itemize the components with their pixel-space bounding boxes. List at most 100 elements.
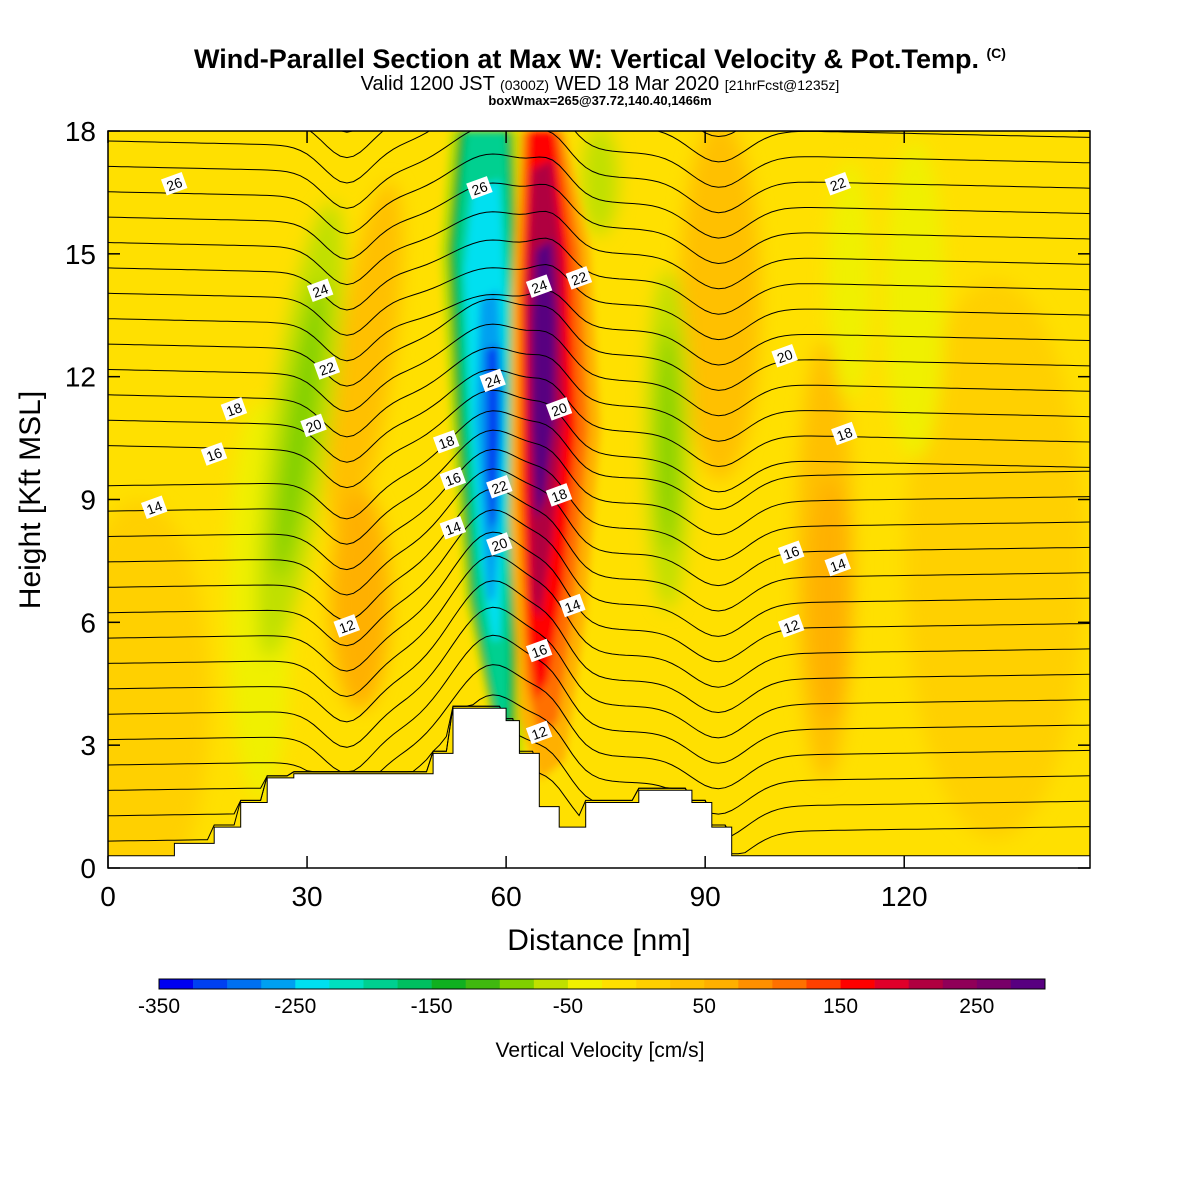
colorbar-swatch bbox=[193, 979, 228, 989]
colorbar-swatch bbox=[397, 979, 432, 989]
contour-label: 18 bbox=[220, 397, 248, 421]
contour-label-box bbox=[479, 368, 506, 393]
contour-label: 24 bbox=[306, 278, 334, 302]
colorbar-tick-label: 50 bbox=[693, 995, 716, 1018]
valid-date: WED 18 Mar 2020 bbox=[554, 73, 720, 95]
isentrope-line bbox=[108, 509, 1090, 647]
contour-label-text: 26 bbox=[470, 178, 490, 198]
x-tick-label: 90 bbox=[690, 881, 721, 912]
colorbar-swatch bbox=[227, 979, 262, 989]
contour-label: 18 bbox=[831, 421, 858, 446]
contour-label-text: 20 bbox=[304, 416, 324, 436]
contour-label: 26 bbox=[160, 171, 188, 196]
contour-label: 24 bbox=[479, 368, 506, 393]
contour-label-box bbox=[824, 552, 851, 577]
y-axis-label: Height [Kft MSL] bbox=[14, 391, 47, 609]
y-tick-label: 9 bbox=[80, 485, 96, 516]
velocity-field: 26 26 24 24 22 22 24 20 22 18 20 20 18 18 16 16 22 18 14 14… bbox=[108, 131, 1090, 868]
isentrope-line bbox=[108, 634, 1090, 773]
isentrope-line bbox=[108, 448, 1090, 571]
y-tick-label: 18 bbox=[65, 116, 96, 147]
colorbar-swatch bbox=[602, 979, 637, 989]
isentrope-line bbox=[108, 323, 1090, 417]
contour-label-text: 24 bbox=[529, 276, 549, 296]
colorbar-tick-label: -150 bbox=[411, 995, 453, 1018]
isentrope-line bbox=[108, 410, 1090, 520]
contour-label-box bbox=[525, 638, 553, 663]
isentrope-line bbox=[108, 290, 1090, 366]
contour-label-text: 14 bbox=[144, 497, 164, 517]
contour-label: 16 bbox=[200, 442, 228, 466]
forecast-info: [21hrFcst@1235z] bbox=[724, 77, 840, 93]
contour-label-box bbox=[777, 614, 805, 638]
isentrope-line bbox=[108, 531, 1090, 672]
contour-label-box bbox=[545, 397, 573, 421]
contour-label-box bbox=[525, 274, 553, 298]
contour-label-text: 26 bbox=[164, 174, 184, 194]
contour-label-box bbox=[200, 442, 228, 466]
contour-label-text: 22 bbox=[489, 477, 509, 497]
contour-label-text: 14 bbox=[828, 555, 848, 575]
contour-label-text: 12 bbox=[529, 723, 549, 743]
box-info: boxWmax=265@37.72,140.40,1466m bbox=[488, 93, 712, 108]
terrain bbox=[108, 707, 1090, 868]
isentrope-line bbox=[108, 389, 1090, 493]
contour-label: 26 bbox=[466, 176, 493, 200]
colorbar-swatch bbox=[738, 979, 773, 989]
isentrope-line bbox=[108, 488, 1090, 621]
contour-label-box bbox=[313, 356, 341, 380]
contour-label-box bbox=[306, 278, 334, 302]
contour-label-box bbox=[439, 466, 467, 491]
chart-subtitle: Valid 1200 JST (0300Z) WED 18 Mar 2020 [… bbox=[0, 73, 1200, 96]
contour-label-text: 20 bbox=[549, 399, 569, 419]
chart-title: Wind-Parallel Section at Max W: Vertical… bbox=[194, 44, 1006, 74]
isentrope-line bbox=[108, 346, 1090, 442]
isentrope-line bbox=[108, 182, 1090, 265]
contour-label-text: 12 bbox=[781, 616, 801, 636]
contour-label: 14 bbox=[559, 593, 586, 618]
colorbar-swatch bbox=[908, 979, 944, 989]
contour-label: 22 bbox=[313, 356, 341, 380]
y-tick-label: 3 bbox=[80, 730, 96, 761]
isentrope-line bbox=[339, 131, 738, 138]
valid-utc: (0300Z) bbox=[500, 77, 550, 93]
contour-label-box bbox=[777, 540, 805, 564]
isentrope-line bbox=[108, 468, 1090, 596]
contour-label: 16 bbox=[777, 540, 805, 564]
contour-label: 22 bbox=[486, 474, 513, 499]
y-tick-label: 0 bbox=[80, 853, 96, 884]
contour-label-text: 24 bbox=[483, 371, 503, 391]
contour-label: 20 bbox=[545, 397, 573, 421]
contour-label: 22 bbox=[565, 266, 593, 290]
isentrope-line bbox=[108, 664, 1090, 790]
contour-label-box bbox=[439, 515, 467, 540]
contour-label: 20 bbox=[771, 343, 798, 368]
contour-label-box bbox=[831, 421, 858, 446]
contour-label-text: 16 bbox=[529, 641, 549, 661]
isentrope-line bbox=[108, 131, 1090, 214]
contour-label-text: 18 bbox=[224, 399, 244, 419]
isentrope-line bbox=[108, 429, 1090, 545]
y-tick-label: 12 bbox=[65, 362, 96, 393]
copyright-mark: (C) bbox=[986, 45, 1006, 61]
contour-label-box bbox=[771, 343, 798, 368]
contour-label-text: 18 bbox=[549, 485, 569, 505]
valid-prefix: Valid 1200 JST bbox=[360, 73, 495, 95]
contour-label-box bbox=[140, 495, 168, 519]
colorbar-swatch bbox=[363, 979, 398, 989]
isentrope-line bbox=[108, 263, 1090, 341]
contour-label-box bbox=[545, 483, 573, 507]
contour-labels: 26 26 24 24 22 22 24 20 22 18 20 20 18 18 16 16 22 18 14 14… bbox=[140, 171, 858, 745]
contour-label-box bbox=[824, 171, 851, 196]
x-tick-label: 120 bbox=[881, 881, 928, 912]
colorbar-swatch bbox=[942, 979, 978, 989]
contour-label-box bbox=[220, 397, 248, 421]
colorbar-swatch bbox=[329, 979, 364, 989]
contour-label-text: 18 bbox=[436, 432, 456, 452]
contour-label: 18 bbox=[432, 429, 460, 454]
contour-label-box bbox=[565, 266, 593, 290]
contour-label-box bbox=[432, 429, 460, 454]
contour-label-text: 12 bbox=[337, 616, 357, 636]
contour-label: 14 bbox=[140, 495, 168, 519]
